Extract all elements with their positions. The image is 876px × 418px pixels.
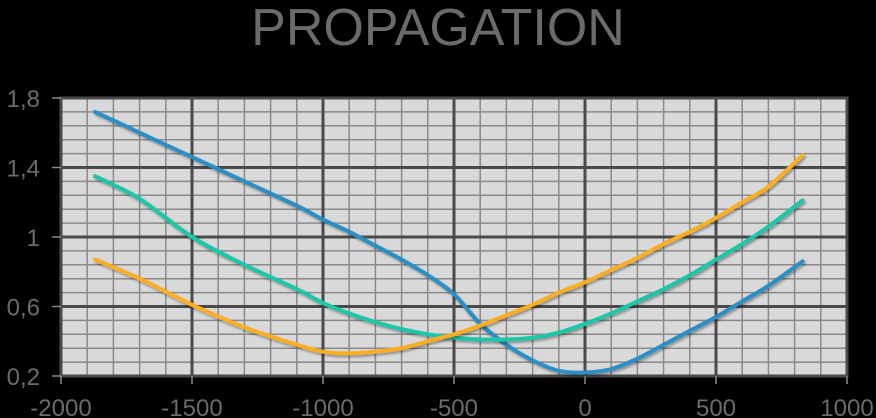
y-tick-label: 0,6 — [7, 295, 40, 322]
x-tick-label: -1000 — [292, 395, 353, 418]
y-tick-label: 1,4 — [7, 156, 40, 183]
series-line-teal — [93, 174, 805, 342]
x-tick-label: 1000 — [820, 395, 873, 418]
y-tick-label: 1,8 — [7, 86, 40, 113]
x-tick-label: 0 — [578, 395, 591, 418]
series-line-orange — [93, 153, 805, 356]
x-tick-label: -500 — [430, 395, 478, 418]
axes — [52, 96, 849, 384]
chart-title: PROPAGATION — [251, 0, 625, 57]
y-tick-label: 1 — [27, 225, 40, 252]
x-axis-tick-labels: -2000 -1500 -1000 -500 0 500 1000 — [30, 395, 873, 418]
series-line-blue — [93, 109, 805, 375]
y-axis-tick-labels: 0,2 0,6 1 1,4 1,8 — [7, 86, 40, 391]
y-tick-label: 0,2 — [7, 364, 40, 391]
x-tick-label: 500 — [696, 395, 736, 418]
x-tick-label: -2000 — [30, 395, 91, 418]
x-tick-label: -1500 — [161, 395, 222, 418]
data-series — [93, 109, 805, 375]
